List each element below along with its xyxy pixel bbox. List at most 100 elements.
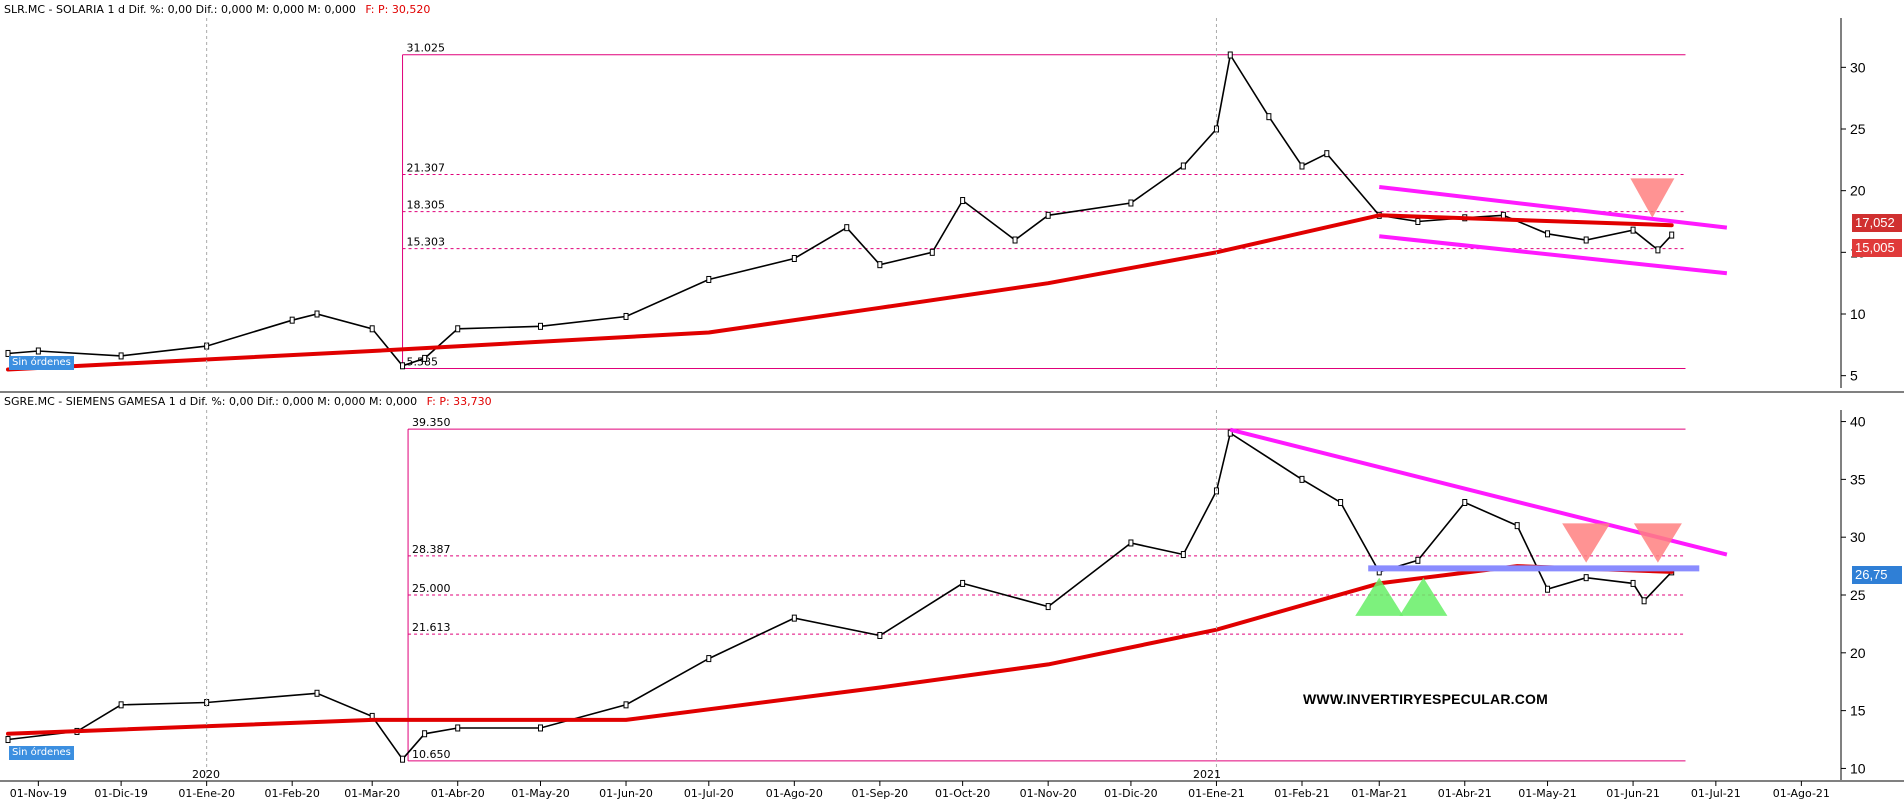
top-price-point	[118, 352, 124, 360]
bottom-triangle-down	[1633, 523, 1682, 563]
top-price-point	[5, 349, 11, 357]
top-interval: 1 d	[107, 3, 125, 16]
xtick-label: 01-Sep-20	[852, 787, 909, 800]
xtick-label: 01-Jun-21	[1606, 787, 1660, 800]
top-price-point	[844, 224, 850, 232]
xtick-label: 01-Abr-21	[1438, 787, 1492, 800]
bottom-price-point	[1299, 475, 1305, 483]
top-ytick-label: 5	[1850, 368, 1858, 384]
xtick-label: 01-Jul-21	[1691, 787, 1741, 800]
bottom-price-point	[118, 701, 124, 709]
xtick-label: 01-Dic-20	[1104, 787, 1158, 800]
bottom-price-label: F: P: 33,730	[426, 395, 492, 408]
top-stats: Dif. %: 0,00 Dif.: 0,000 M: 0,000 M: 0,0…	[128, 3, 356, 16]
bottom-symbol: SGRE.MC - SIEMENS GAMESA	[4, 395, 166, 408]
bottom-ytick-label: 25	[1850, 587, 1866, 603]
bottom-price-point	[314, 689, 320, 697]
bottom-ytick-label: 15	[1850, 703, 1866, 719]
bottom-price-point	[1338, 499, 1344, 506]
bottom-ytick-label: 40	[1850, 414, 1866, 430]
top-triangle-down	[1630, 178, 1675, 218]
top-price-point	[1545, 230, 1551, 238]
top-symbol: SLR.MC - SOLARIA	[4, 3, 104, 16]
top-fib-label: 5.585	[407, 355, 439, 368]
top-price-point	[791, 255, 797, 262]
top-panel-header: SLR.MC - SOLARIA 1 d Dif. %: 0,00 Dif.: …	[0, 2, 430, 18]
top-price-point	[422, 354, 428, 362]
top-price-point	[1180, 162, 1186, 170]
bottom-price-point	[877, 631, 883, 639]
top-price-point	[929, 248, 935, 256]
xtick-label: 01-Nov-19	[10, 787, 67, 800]
bottom-fib-label: 21.613	[412, 621, 451, 634]
xtick-label: 01-Jul-20	[684, 787, 734, 800]
top-price-point	[1227, 51, 1233, 59]
year-label-2020: 2020	[192, 768, 220, 781]
top-price-point	[1324, 150, 1330, 158]
top-price-point	[1583, 236, 1589, 244]
bottom-ytick-label: 35	[1850, 471, 1866, 487]
bottom-fib-label: 10.650	[412, 748, 451, 761]
xtick-label: 01-Ene-21	[1188, 787, 1245, 800]
top-fib-label: 21.307	[407, 162, 446, 175]
bottom-triangle-up	[1399, 577, 1448, 616]
top-fib-label: 15.303	[407, 236, 446, 249]
top-orders-badge[interactable]: Sin órdenes	[9, 356, 74, 370]
bottom-price-point	[422, 730, 428, 738]
bottom-ytick-label: 30	[1850, 529, 1866, 545]
bottom-orders-badge[interactable]: Sin órdenes	[9, 746, 74, 760]
xtick-label: 01-Ago-20	[766, 787, 823, 800]
bottom-panel-header: SGRE.MC - SIEMENS GAMESA 1 d Dif. %: 0,0…	[0, 394, 492, 410]
xtick-label: 01-Nov-20	[1020, 787, 1077, 800]
bottom-price-point	[1641, 597, 1647, 605]
top-price-point	[369, 325, 375, 333]
top-price-point	[706, 275, 712, 283]
xtick-label: 01-Abr-20	[431, 787, 485, 800]
bottom-price-point	[960, 579, 966, 587]
xtick-label: 01-Oct-20	[935, 787, 990, 800]
bottom-interval: 1 d	[168, 395, 187, 408]
year-label-2021: 2021	[1193, 768, 1221, 781]
bottom-price-point	[400, 755, 406, 763]
top-price-tag-1: 17,052	[1852, 214, 1902, 232]
xtick-label: 01-Jun-20	[599, 787, 653, 800]
top-price-point	[1630, 226, 1636, 234]
xtick-label: 01-May-20	[511, 787, 569, 800]
top-price-point	[1669, 231, 1675, 239]
top-channel-upper	[1379, 184, 1728, 230]
bottom-price-point	[1630, 579, 1636, 587]
bottom-fib-label: 39.350	[412, 416, 451, 429]
top-channel-lower	[1379, 234, 1728, 276]
bottom-price-point	[1462, 499, 1468, 506]
bottom-price-point	[455, 724, 461, 732]
top-price-point	[960, 197, 966, 205]
bottom-fib-label: 28.387	[412, 543, 451, 556]
xtick-label: 01-Ene-20	[178, 787, 235, 800]
top-price-point	[400, 362, 406, 370]
xtick-label: 01-Feb-20	[264, 787, 319, 800]
top-price-point	[623, 312, 629, 320]
bottom-price-point	[1514, 522, 1520, 530]
bottom-price-point	[537, 724, 543, 732]
bottom-ytick-label: 10	[1850, 760, 1866, 776]
top-price-point	[1655, 246, 1661, 254]
bottom-price-point	[706, 655, 712, 663]
top-price-point	[1266, 113, 1272, 121]
xtick-label: 01-Mar-21	[1351, 787, 1407, 800]
bottom-price-point	[623, 701, 629, 709]
xtick-label: 01-Feb-21	[1274, 787, 1329, 800]
bottom-triangle-down	[1562, 523, 1611, 563]
top-price-point	[1299, 162, 1305, 170]
top-price-point	[1500, 211, 1506, 219]
top-ytick-label: 30	[1850, 59, 1866, 75]
top-fib-label: 18.305	[407, 199, 446, 212]
top-price-point	[537, 322, 543, 330]
xtick-label: 01-Mar-20	[344, 787, 400, 800]
xtick-label: 01-Dic-19	[94, 787, 148, 800]
top-price-tag-2: 15,005	[1852, 239, 1902, 257]
bottom-price-point	[1180, 551, 1186, 559]
bottom-stats: Dif. %: 0,00 Dif.: 0,000 M: 0,000 M: 0,0…	[189, 395, 418, 408]
bottom-price-point	[1415, 556, 1421, 564]
